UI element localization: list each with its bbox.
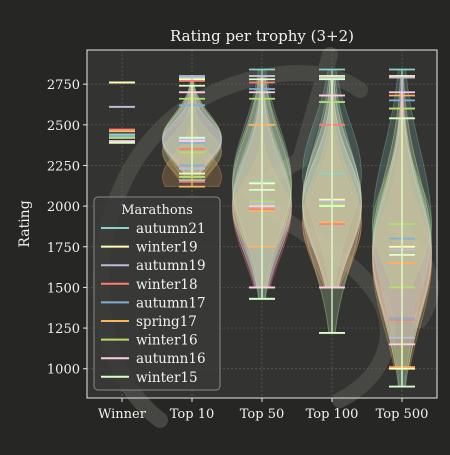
y-tick-label: 2750 — [47, 78, 80, 93]
legend-items: autumn21 winter19 autumn19 winter18 autumn17… — [101, 221, 206, 386]
legend-label: spring17 — [136, 314, 197, 330]
y-tick-label: 1250 — [47, 322, 80, 337]
x-tick-label: Top 50 — [240, 407, 284, 422]
axes-frame — [86, 49, 438, 399]
legend-label: winter19 — [136, 240, 198, 256]
y-tick-label: 2000 — [47, 200, 80, 215]
y-axis-label: Rating — [17, 200, 33, 247]
x-tick-label: Top 100 — [306, 407, 359, 422]
legend: Marathons autumn21 winter19 autumn19 winter… — [93, 196, 221, 391]
chart-title: Rating per trophy (3+2) — [170, 27, 354, 45]
violins — [109, 68, 432, 388]
y-tick-label: 2250 — [47, 159, 80, 174]
legend-label: winter18 — [136, 277, 198, 293]
legend-label: autumn17 — [136, 295, 206, 311]
legend-label: autumn16 — [136, 351, 206, 367]
legend-label: autumn21 — [136, 221, 206, 237]
x-tick-label: Winner — [98, 407, 147, 422]
axes: 1000 1250 1500 1750 2000 2250 2500 2750 Winner To… — [47, 49, 438, 422]
y-tick-label: 1750 — [47, 241, 80, 256]
legend-box — [93, 196, 221, 391]
y-tick-label: 1500 — [47, 281, 80, 296]
legend-label: autumn19 — [136, 258, 206, 274]
y-tick-label: 2500 — [47, 119, 80, 134]
x-tick-label: Top 10 — [170, 407, 214, 422]
x-tick-label: Top 500 — [376, 407, 429, 422]
legend-title: Marathons — [121, 203, 193, 218]
legend-label: winter15 — [136, 370, 198, 386]
legend-label: winter16 — [136, 333, 198, 349]
y-tick-label: 1000 — [47, 363, 80, 378]
